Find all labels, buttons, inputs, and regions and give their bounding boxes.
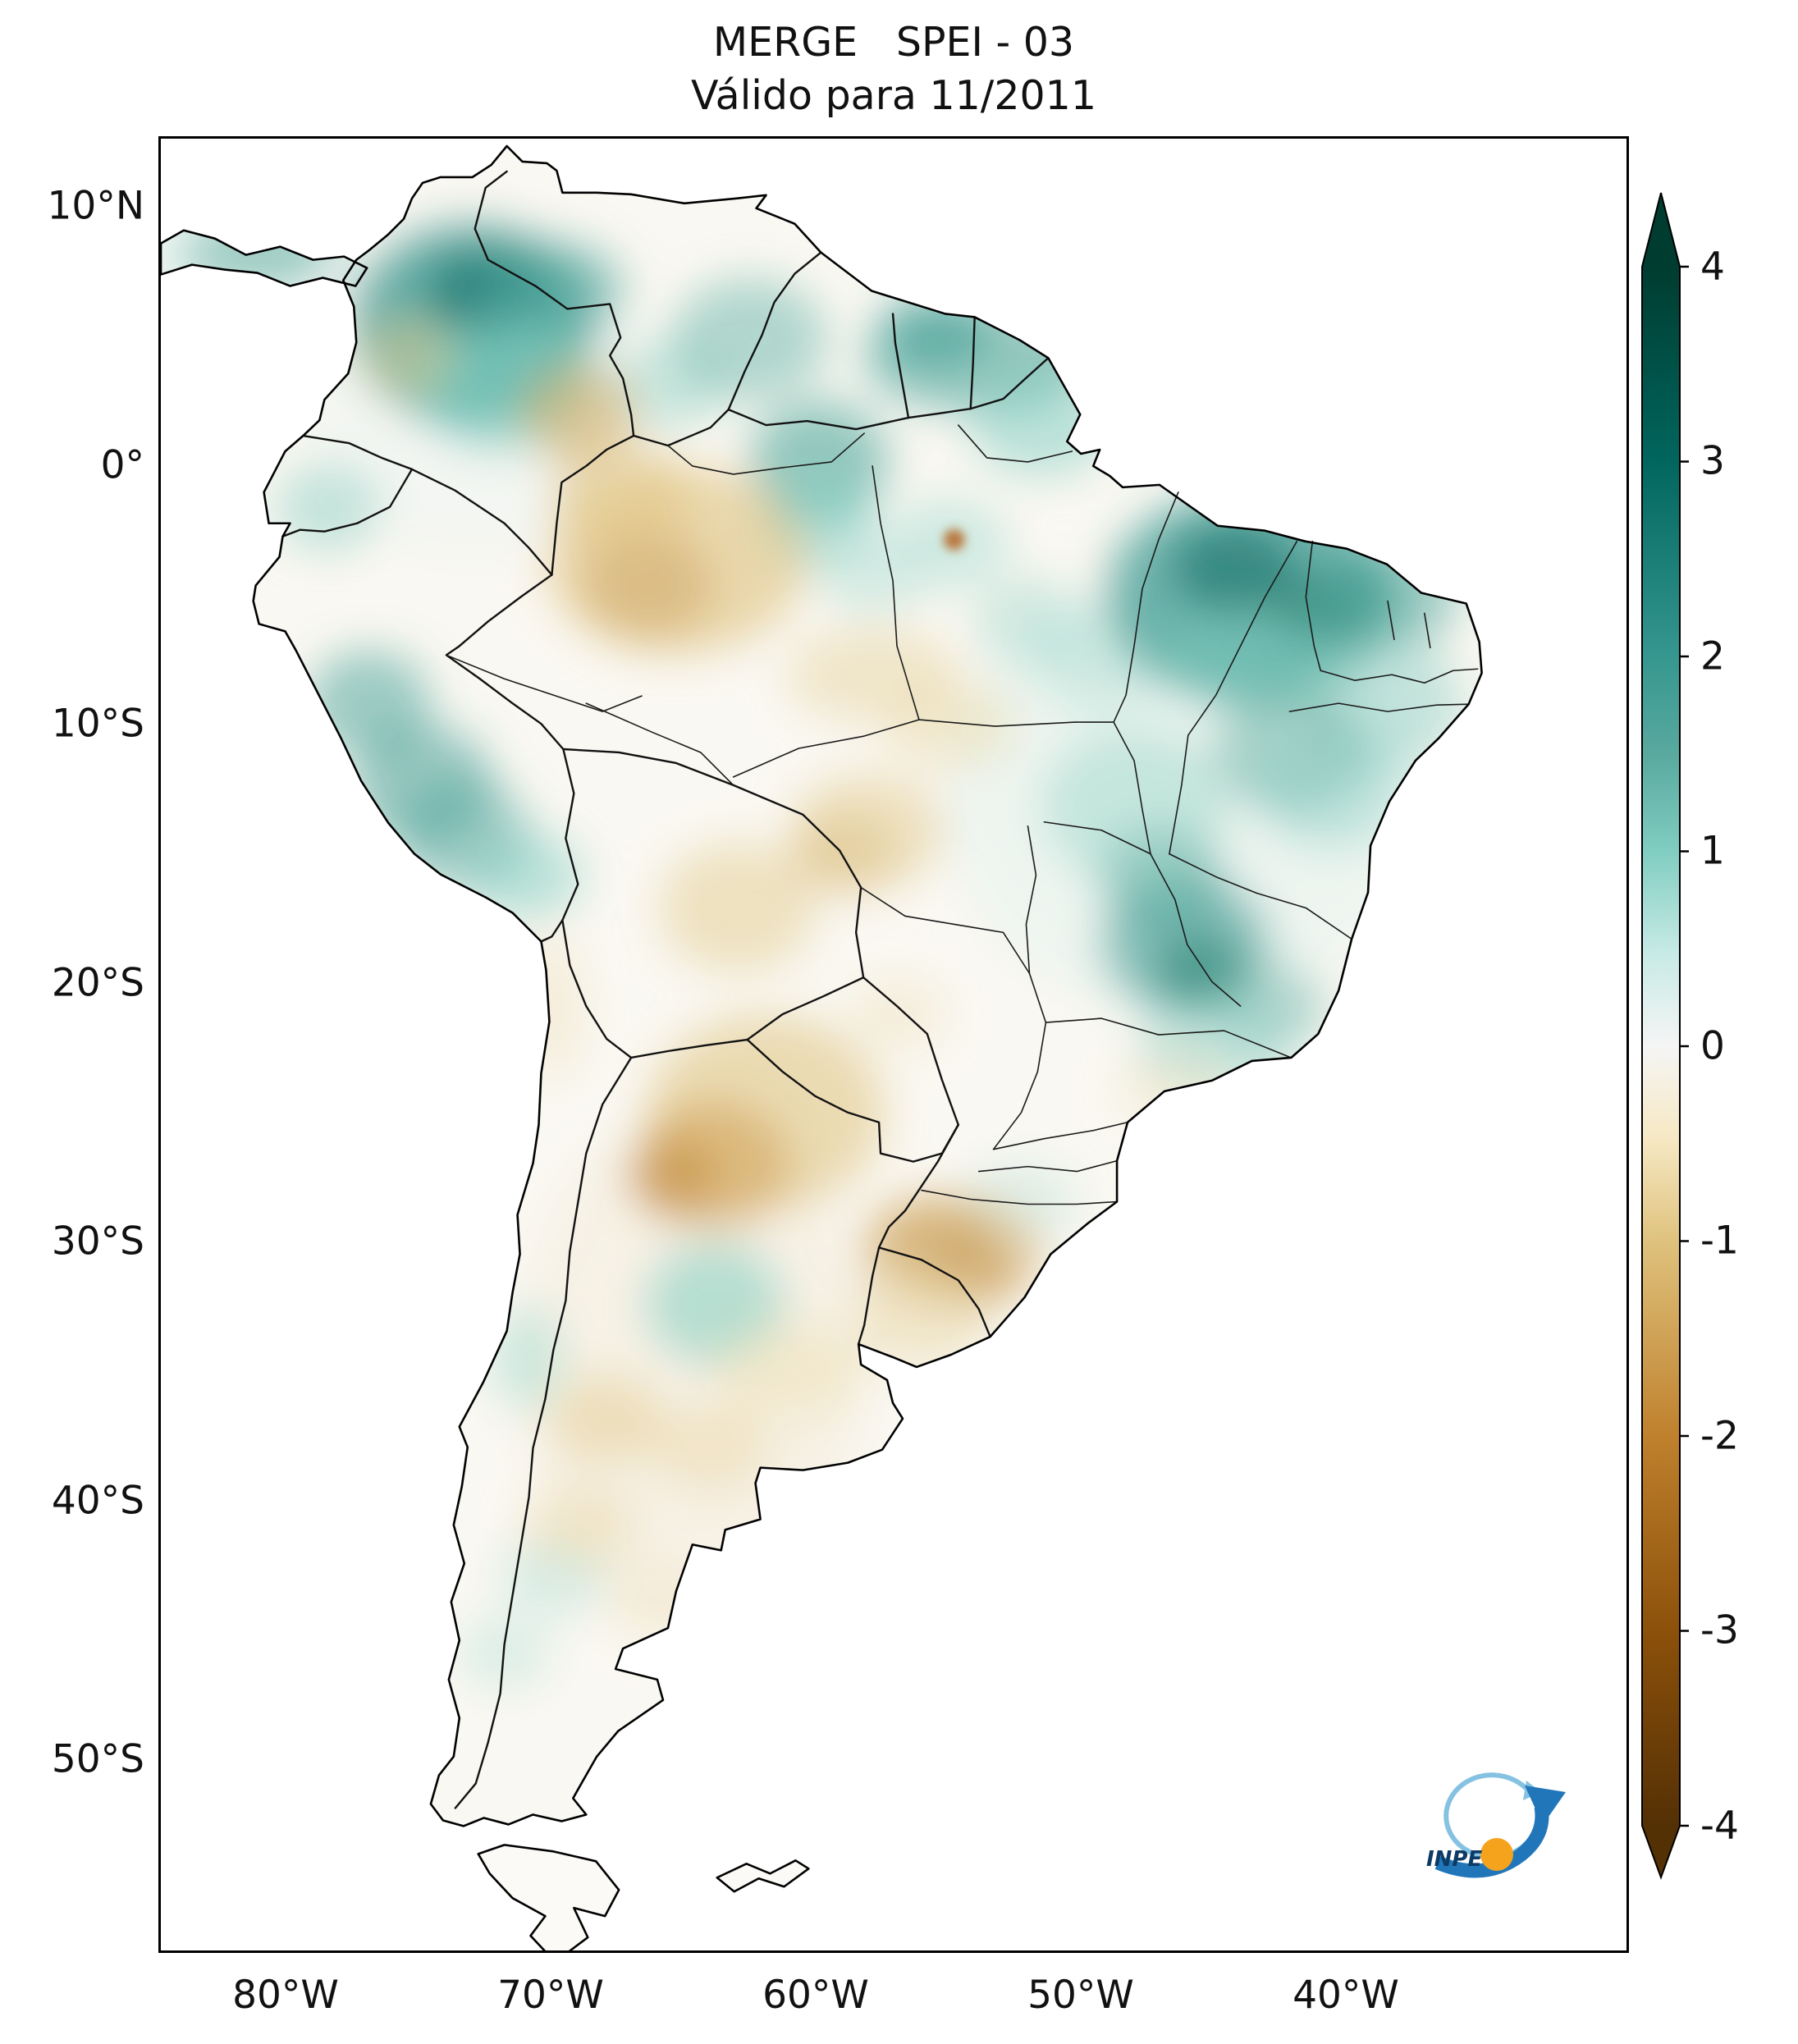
- spei-raster: [181, 212, 1462, 1690]
- lat-tick-label: 20°S: [51, 960, 144, 1006]
- colorbar-tick-label: -3: [1700, 1607, 1739, 1653]
- lon-tick-label: 60°W: [762, 1973, 869, 2018]
- colorbar-tick-label: -4: [1700, 1803, 1739, 1849]
- colorbar-tick-label: 3: [1700, 438, 1725, 484]
- colorbar-tick-label: 0: [1700, 1023, 1725, 1069]
- lon-tick-label: 70°W: [497, 1973, 604, 2018]
- map-plot: [158, 136, 1629, 1953]
- lat-tick-label: 40°S: [51, 1478, 144, 1524]
- lat-tick-label: 10°S: [51, 701, 144, 747]
- lat-tick-label: 50°S: [51, 1736, 144, 1782]
- lon-tick-label: 50°W: [1027, 1973, 1134, 2018]
- lat-tick-label: 30°S: [51, 1219, 144, 1264]
- figure-title-block: MERGE SPEI - 03 Válido para 11/2011: [158, 16, 1629, 122]
- colorbar-tick-label: -1: [1700, 1218, 1739, 1264]
- country-borders: [281, 170, 1050, 1809]
- lon-tick-label: 80°W: [232, 1973, 339, 2018]
- colorbar-tick-label: 2: [1700, 633, 1725, 679]
- figure-subtitle: Válido para 11/2011: [690, 71, 1097, 119]
- map-canvas: [161, 144, 1483, 1950]
- inpe-logo: INPE: [1405, 1756, 1573, 1900]
- lon-tick-label: 40°W: [1292, 1973, 1399, 2018]
- colorbar-tick-label: -2: [1700, 1413, 1739, 1459]
- colorbar-tick-label: 1: [1700, 828, 1725, 874]
- colorbar-gradient: [1641, 192, 1689, 1880]
- colorbar-tick-label: 4: [1700, 244, 1725, 290]
- state-borders: [446, 424, 1479, 1205]
- inpe-swirl-icon: [1434, 1772, 1566, 1878]
- inpe-logo-text: INPE: [1426, 1847, 1482, 1872]
- figure-title: MERGE SPEI - 03: [712, 19, 1075, 66]
- lat-tick-label: 0°: [100, 442, 144, 488]
- colorbar-ticks: [1680, 265, 1689, 1827]
- lat-tick-label: 10°N: [47, 183, 144, 229]
- colorbar: [1641, 191, 1699, 1880]
